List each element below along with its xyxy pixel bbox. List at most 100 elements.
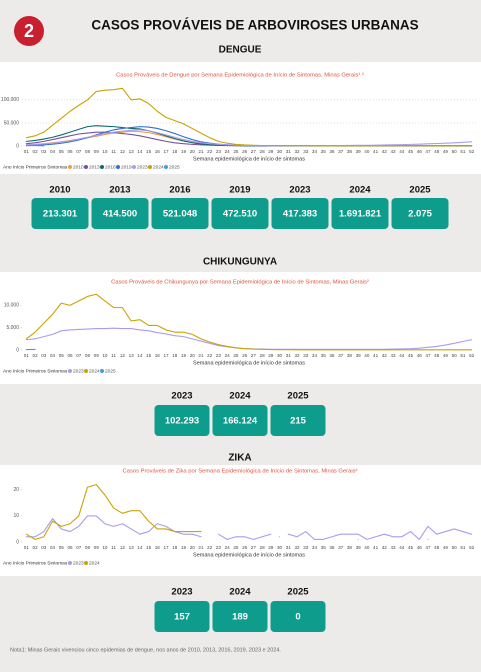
x-tick-label: 50: [452, 545, 458, 550]
stat-year: 2019: [229, 185, 250, 196]
y-tick-label: 20: [13, 487, 19, 493]
x-tick-label: 33: [303, 353, 309, 358]
x-tick-label: 34: [312, 353, 318, 358]
x-tick-label: 41: [373, 353, 379, 358]
y-tick-label: 10: [13, 513, 19, 519]
x-tick-label: 10: [102, 149, 108, 154]
x-tick-label: 24: [225, 353, 231, 358]
legend-swatch: [100, 369, 104, 373]
y-tick-label: 10.000: [4, 303, 20, 309]
legend-label: 2024: [153, 164, 164, 170]
x-tick-label: 14: [137, 545, 143, 550]
x-tick-label: 01: [24, 353, 30, 358]
x-tick-label: 17: [163, 353, 169, 358]
x-tick-label: 43: [390, 149, 396, 154]
x-tick-label: 23: [216, 545, 222, 550]
x-tick-label: 51: [460, 149, 466, 154]
x-tick-label: 25: [233, 545, 239, 550]
stat-box: [151, 198, 209, 229]
stat-year: 2023: [289, 185, 310, 196]
legend-swatch: [68, 561, 72, 565]
x-tick-label: 01: [24, 545, 30, 550]
x-tick-label: 19: [181, 353, 187, 358]
legend-swatch: [84, 165, 88, 169]
legend-label: 2024: [89, 368, 100, 374]
x-tick-label: 41: [373, 545, 379, 550]
stat-value: 102.293: [165, 416, 199, 427]
legend-title: Ano Início Primeiros Sintomas: [3, 560, 68, 566]
x-tick-label: 02: [33, 545, 39, 550]
stat-box: [391, 198, 449, 229]
x-tick-label: 44: [399, 149, 405, 154]
x-tick-label: 33: [303, 149, 309, 154]
x-tick-label: 16: [155, 149, 161, 154]
x-tick-label: 49: [443, 545, 449, 550]
stat-value: 1.691.821: [339, 209, 382, 220]
x-tick-label: 36: [329, 545, 335, 550]
x-tick-label: 52: [469, 353, 475, 358]
x-tick-label: 34: [312, 149, 318, 154]
x-tick-label: 18: [172, 353, 178, 358]
x-tick-label: 28: [260, 353, 266, 358]
x-tick-label: 05: [59, 149, 65, 154]
x-tick-label: 37: [338, 545, 344, 550]
x-tick-label: 13: [129, 149, 135, 154]
x-tick-label: 13: [129, 353, 135, 358]
x-tick-label: 28: [260, 149, 266, 154]
legend-label: 2023: [137, 164, 148, 170]
legend-swatch: [84, 369, 88, 373]
legend-swatch: [68, 369, 72, 373]
x-tick-label: 25: [233, 353, 239, 358]
x-tick-label: 28: [260, 545, 266, 550]
legend-label: 2024: [89, 560, 100, 566]
x-tick-label: 16: [155, 545, 161, 550]
x-tick-label: 50: [452, 149, 458, 154]
stat-box: [271, 198, 329, 229]
x-tick-label: 39: [356, 149, 362, 154]
legend-swatch: [84, 561, 88, 565]
x-tick-label: 23: [216, 149, 222, 154]
stat-year: 2024: [229, 587, 251, 598]
y-tick-label: 0: [16, 347, 19, 353]
x-tick-label: 47: [425, 353, 431, 358]
x-tick-label: 48: [434, 149, 440, 154]
x-tick-label: 03: [41, 545, 47, 550]
x-tick-label: 07: [76, 545, 82, 550]
x-tick-label: 50: [452, 353, 458, 358]
x-tick-label: 30: [277, 149, 283, 154]
legend-swatch: [68, 165, 72, 169]
x-tick-label: 44: [399, 353, 405, 358]
legend-swatch: [116, 165, 120, 169]
stat-box: [331, 198, 389, 229]
stat-value: 215: [290, 416, 307, 427]
x-tick-label: 20: [190, 545, 196, 550]
x-tick-label: 52: [469, 149, 475, 154]
x-tick-label: 14: [137, 149, 143, 154]
x-tick-label: 17: [163, 149, 169, 154]
legend-label: 2016: [105, 164, 116, 170]
section-heading: CHIKUNGUNYA: [203, 257, 277, 268]
x-tick-label: 27: [251, 149, 257, 154]
x-tick-label: 19: [181, 149, 187, 154]
x-axis-label: Semana epidemiológica de início de sinto…: [193, 156, 305, 162]
legend-label: 2025: [105, 368, 116, 374]
legend-label: 2010: [73, 164, 84, 170]
x-tick-label: 30: [277, 545, 283, 550]
x-tick-label: 06: [67, 149, 73, 154]
x-tick-label: 51: [460, 545, 466, 550]
x-tick-label: 20: [190, 353, 196, 358]
chart-panel: [0, 272, 481, 384]
x-tick-label: 35: [321, 149, 327, 154]
x-tick-label: 08: [85, 149, 91, 154]
x-tick-label: 42: [382, 149, 388, 154]
stat-year: 2023: [171, 587, 192, 598]
x-tick-label: 11: [111, 353, 116, 358]
x-tick-label: 37: [338, 149, 344, 154]
badge-number: 2: [24, 21, 34, 41]
x-tick-label: 16: [155, 353, 161, 358]
x-tick-label: 31: [286, 149, 292, 154]
x-tick-label: 15: [146, 149, 152, 154]
x-tick-label: 42: [382, 545, 388, 550]
x-tick-label: 19: [181, 545, 187, 550]
stat-value: 472.510: [223, 209, 257, 220]
